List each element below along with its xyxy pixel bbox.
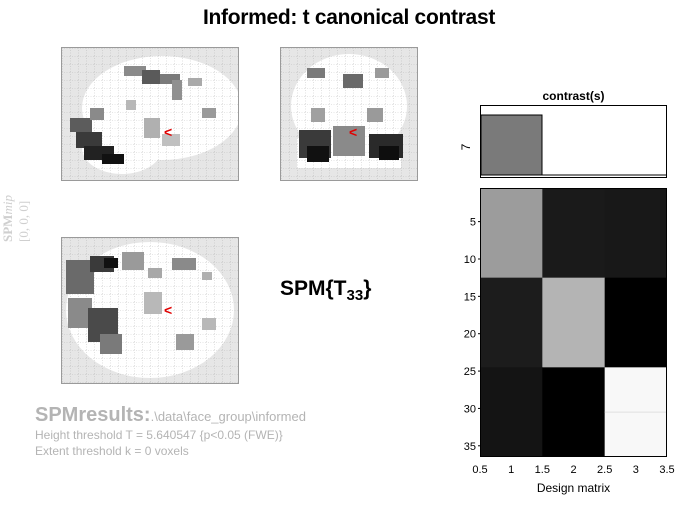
statistic-suffix: } (363, 277, 371, 300)
results-head: SPMresults: (35, 404, 151, 426)
design-matrix-block (542, 278, 605, 368)
design-xtick-label: 1.5 (535, 464, 550, 476)
design-ytick-label: 10 (464, 254, 476, 266)
design-matrix-block (542, 367, 605, 457)
mip-sagittal-image (62, 48, 238, 180)
design-xtick-label: 1 (508, 464, 514, 476)
statistic-label: SPM{T33} (280, 277, 371, 304)
design-matrix-block (605, 188, 667, 278)
mip-marker: < (164, 302, 172, 318)
design-matrix-xlabel: Design matrix (480, 481, 667, 495)
design-ytick-label: 5 (470, 217, 476, 229)
design-xtick-label: 2.5 (597, 464, 612, 476)
statistic-prefix: SPM{T (280, 277, 347, 300)
results-path: .\data\face_group\informed (151, 409, 306, 424)
contrast-bar (481, 115, 542, 175)
results-summary: SPMresults:.\data\face_group\informed He… (35, 404, 306, 459)
mip-marker: < (164, 124, 172, 140)
spm-mip-label-spm: SPM (0, 215, 15, 242)
design-ytick-label: 20 (464, 329, 476, 341)
contrast-index-label-wrap: 7 (458, 125, 478, 165)
mip-marker: < (349, 124, 357, 140)
design-matrix-block (542, 188, 605, 278)
design-xtick-label: 3.5 (659, 464, 674, 476)
contrast-plot[interactable] (480, 105, 667, 178)
design-yticks: 5 10 15 20 25 30 35 (440, 188, 480, 457)
mip-sagittal[interactable]: < (61, 47, 239, 181)
design-xticks: 0.5 1 1.5 2 2.5 3 3.5 (468, 457, 680, 479)
design-matrix[interactable] (480, 188, 667, 457)
design-xtick-label: 2 (570, 464, 576, 476)
design-matrix-block (480, 188, 543, 278)
mip-axial-image (62, 238, 238, 383)
svg-text:SPMmip: SPMmip (0, 195, 15, 242)
contrast-index-label: 7 (459, 143, 473, 150)
mip-coronal[interactable]: < (280, 47, 418, 181)
design-ytick-label: 30 (464, 403, 476, 415)
design-xtick-label: 3 (633, 464, 639, 476)
extent-threshold: Extent threshold k = 0 voxels (35, 443, 306, 459)
mip-coronal-image (281, 48, 417, 180)
height-threshold: Height threshold T = 5.640547 {p<0.05 (F… (35, 427, 306, 443)
spm-mip-label: SPMmip [0, 0, 0] (0, 180, 38, 250)
statistic-df: 33 (347, 287, 364, 304)
spm-mip-label-mip: mip (0, 195, 15, 215)
spm-mip-coords: [0, 0, 0] (16, 201, 31, 242)
contrast-title: contrast(s) (480, 89, 667, 103)
design-matrix-block (605, 278, 667, 368)
mip-axial[interactable]: < (61, 237, 239, 384)
design-matrix-block (480, 367, 543, 457)
design-ytick-label: 35 (464, 441, 476, 453)
design-xtick-label: 0.5 (472, 464, 487, 476)
design-ytick-label: 25 (464, 366, 476, 378)
design-ytick-label: 15 (464, 291, 476, 303)
figure-title: Informed: t canonical contrast (0, 6, 698, 30)
design-matrix-block (480, 278, 543, 368)
